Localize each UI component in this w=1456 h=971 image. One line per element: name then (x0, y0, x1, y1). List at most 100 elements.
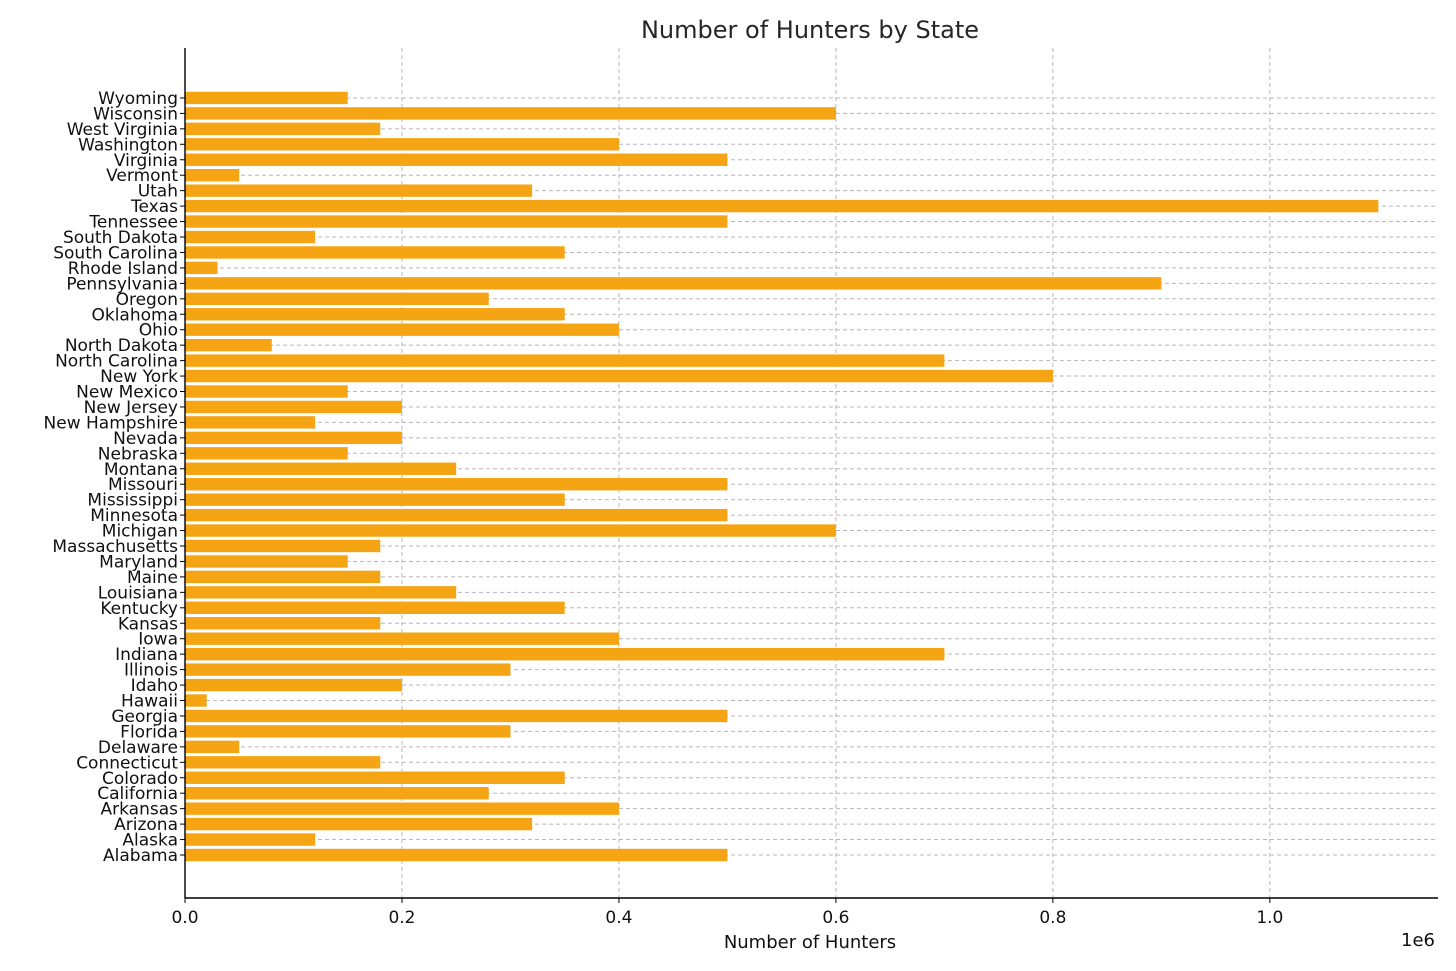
bar-louisiana (185, 586, 457, 599)
bar-vermont (185, 169, 240, 182)
bar-south-dakota (185, 230, 316, 244)
category-label: Hawaii (121, 692, 178, 712)
category-label: Nebraska (98, 444, 178, 464)
x-tick-label: 0.8 (1039, 908, 1066, 928)
x-tick-label: 0.4 (605, 908, 632, 928)
category-label: Michigan (102, 522, 178, 542)
category-label: Connecticut (76, 753, 178, 773)
category-label: Idaho (131, 676, 178, 696)
bar-tennessee (185, 215, 728, 228)
category-label: Washington (78, 135, 178, 155)
bar-delaware (185, 740, 240, 754)
category-label: Wyoming (98, 89, 178, 109)
category-label: Pennsylvania (66, 274, 178, 294)
x-tick-label: 0.6 (822, 908, 849, 928)
bar-connecticut (185, 756, 381, 769)
x-tick-label: 0.0 (171, 908, 198, 928)
category-label: South Dakota (63, 228, 178, 248)
bar-mississippi (185, 493, 565, 506)
bar-wisconsin (185, 107, 836, 120)
bar-massachusetts (185, 539, 381, 553)
bar-new-hampshire (185, 416, 316, 429)
bar-layer (185, 91, 1379, 862)
category-label: West Virginia (67, 120, 178, 140)
bar-hawaii (185, 694, 207, 707)
category-label: Arizona (114, 815, 178, 835)
category-label: California (97, 784, 178, 804)
category-label: New Mexico (76, 383, 178, 403)
bar-indiana (185, 647, 945, 661)
bar-maryland (185, 555, 348, 568)
category-label: South Carolina (53, 243, 178, 263)
category-label: New Hampshire (44, 413, 178, 433)
category-label: Florida (120, 722, 178, 742)
bar-washington (185, 138, 619, 151)
bar-texas (185, 199, 1379, 213)
category-label: Ohio (139, 321, 178, 341)
bar-nevada (185, 431, 402, 445)
category-label: Kentucky (100, 599, 178, 619)
bar-alabama (185, 848, 728, 862)
bar-georgia (185, 709, 728, 723)
bar-new-mexico (185, 385, 348, 398)
x-tick-label: 0.2 (388, 908, 415, 928)
category-label: Rhode Island (68, 259, 178, 279)
bar-ohio (185, 323, 619, 336)
bar-new-york (185, 369, 1053, 383)
category-label: Nevada (113, 429, 178, 449)
category-label: Mississippi (87, 491, 178, 511)
bar-maine (185, 570, 381, 584)
category-label: Massachusetts (52, 537, 178, 557)
category-label: Illinois (124, 661, 178, 681)
category-label: Alaska (122, 831, 178, 851)
chart-title: Number of Hunters by State (641, 16, 979, 44)
category-label: Louisiana (98, 583, 178, 603)
bar-pennsylvania (185, 277, 1162, 290)
bar-oklahoma (185, 308, 565, 321)
bar-west-virginia (185, 122, 381, 136)
bar-colorado (185, 771, 565, 784)
bar-wyoming (185, 91, 348, 105)
category-label: Alabama (103, 846, 178, 866)
category-label: Vermont (106, 166, 178, 186)
bar-arizona (185, 817, 533, 831)
bar-idaho (185, 678, 402, 692)
bar-montana (185, 462, 457, 475)
category-label: Colorado (102, 769, 178, 789)
category-label: Oregon (116, 290, 178, 310)
bar-north-dakota (185, 338, 272, 352)
category-label: Texas (130, 197, 178, 217)
bar-iowa (185, 632, 619, 645)
bar-california (185, 787, 489, 800)
bar-rhode-island (185, 261, 218, 275)
category-label: New York (100, 367, 178, 387)
category-label: New Jersey (84, 398, 178, 418)
bar-south-carolina (185, 246, 565, 259)
category-label: Utah (138, 182, 178, 202)
bar-utah (185, 184, 533, 197)
category-label: Wisconsin (93, 104, 178, 124)
bar-virginia (185, 153, 728, 166)
category-label: Arkansas (101, 800, 179, 820)
bar-missouri (185, 478, 728, 491)
category-label: Oklahoma (91, 305, 178, 325)
bar-new-jersey (185, 400, 402, 414)
bar-illinois (185, 663, 511, 676)
category-label: Maryland (99, 552, 178, 572)
x-tick-layer: 0.0 0.2 0.4 0.6 0.8 1.0 (171, 97, 1283, 928)
category-label: North Dakota (65, 336, 178, 356)
category-label: Virginia (114, 151, 178, 171)
category-label: Iowa (138, 630, 178, 650)
category-label: Indiana (115, 645, 178, 665)
category-label: Kansas (118, 614, 178, 634)
category-label: Georgia (111, 707, 178, 727)
x-axis-exponent: 1e6 (1401, 930, 1435, 951)
bar-florida (185, 725, 511, 738)
bar-oregon (185, 292, 489, 305)
category-label: Maine (127, 568, 178, 588)
bar-arkansas (185, 802, 619, 815)
category-label: Minnesota (90, 506, 178, 526)
category-label-layer: AlabamaAlaskaArizonaArkansasCaliforniaCo… (44, 89, 179, 866)
bar-nebraska (185, 447, 348, 460)
